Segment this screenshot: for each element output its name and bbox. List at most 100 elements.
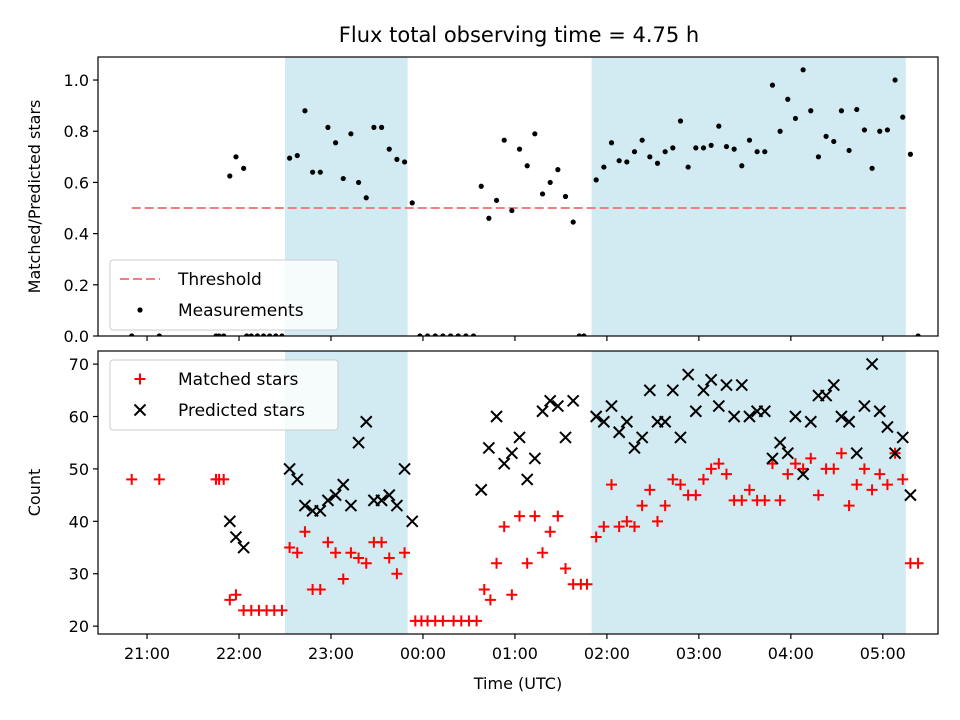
matched-star-point <box>391 568 403 580</box>
matched-star-point <box>314 583 326 595</box>
measurement-point <box>877 128 883 134</box>
measurement-point <box>363 195 369 201</box>
matched-star-point <box>521 557 533 569</box>
measurement-point <box>555 167 561 173</box>
predicted-star-point <box>543 394 557 407</box>
measurement-point <box>576 333 582 336</box>
measurement-point <box>129 333 135 336</box>
measurement-point <box>371 124 377 130</box>
matched-star-point <box>478 583 490 595</box>
predicted-star-point <box>505 446 519 460</box>
predicted-star-point <box>827 378 840 392</box>
matched-star-point <box>720 468 732 480</box>
measurement-point <box>516 146 523 152</box>
legend-label: Predicted stars <box>178 401 305 421</box>
measurement-point <box>608 140 615 146</box>
predicted-star-point <box>566 394 580 407</box>
predicted-star-point <box>789 410 802 423</box>
predicted-star-point <box>513 431 526 444</box>
legend-measurement-swatch <box>137 307 143 313</box>
measurement-point <box>156 333 162 336</box>
measurement-point <box>325 124 331 130</box>
measurement-point <box>424 333 431 336</box>
predicted-star-point <box>329 488 342 502</box>
measurement-point <box>340 175 346 182</box>
measurement-point <box>616 158 622 164</box>
predicted-star-point <box>589 410 603 423</box>
predicted-star-point <box>605 399 618 413</box>
measurement-point <box>401 159 408 165</box>
matched-star-point <box>345 547 357 559</box>
legend-label: Measurements <box>178 301 304 321</box>
measurement-point <box>302 108 308 114</box>
predicted-star-point <box>551 399 565 413</box>
measurement-point <box>227 173 233 179</box>
x-tick-label: 21:00 <box>124 644 170 663</box>
matched-star-point <box>514 510 526 522</box>
predicted-star-point <box>766 452 779 465</box>
predicted-star-point <box>850 446 863 460</box>
matched-star-point <box>866 484 878 496</box>
y-tick-label: 60 <box>69 408 89 427</box>
measurement-point <box>509 207 515 214</box>
matched-star-point <box>126 473 138 485</box>
measurement-point <box>654 160 661 166</box>
measurement-point <box>501 137 507 143</box>
measurement-point <box>524 163 530 169</box>
measurement-point <box>440 333 446 336</box>
measurement-point <box>907 151 914 157</box>
measurement-point <box>900 114 906 120</box>
predicted-star-point <box>643 384 657 397</box>
matched-star-point <box>843 500 855 512</box>
measurement-point <box>294 152 300 159</box>
matched-star-point <box>766 458 778 470</box>
measurement-point <box>248 333 254 336</box>
measurement-point <box>432 333 438 336</box>
predicted-star-point <box>337 478 350 491</box>
predicted-star-point <box>352 436 365 449</box>
measurement-point <box>409 200 415 206</box>
measurement-point <box>486 215 492 221</box>
matched-star-point <box>912 557 924 569</box>
measurement-point <box>762 149 768 155</box>
matched-star-point <box>789 458 801 470</box>
matched-star-point <box>628 521 640 533</box>
matched-star-point <box>812 489 824 501</box>
measurement-point <box>723 143 730 150</box>
predicted-star-point <box>835 410 848 423</box>
matched-star-point <box>330 547 342 559</box>
predicted-star-point <box>490 410 503 423</box>
predicted-star-point <box>858 399 871 413</box>
predicted-star-point <box>689 405 703 418</box>
matched-star-point <box>897 473 909 485</box>
measurement-point <box>216 333 222 336</box>
predicted-star-point <box>904 488 917 502</box>
predicted-star-point <box>773 436 787 449</box>
legend-predicted-swatch <box>133 403 147 417</box>
predicted-star-point <box>658 415 672 428</box>
count-panel: 20 30 40 50 60 70 21:00 22:00 23:00 00:00 01:00 02:… <box>25 350 939 693</box>
measurement-point <box>815 154 822 160</box>
matched-star-point <box>644 484 656 496</box>
matched-star-point <box>506 589 518 601</box>
measurement-point <box>221 333 227 336</box>
matched-star-point <box>743 484 755 496</box>
matched-star-point <box>284 542 296 554</box>
measurement-point <box>685 164 691 170</box>
matched-star-point <box>621 515 633 527</box>
matched-star-point <box>651 515 663 527</box>
measurement-point <box>624 159 630 165</box>
measurement-point <box>892 77 898 83</box>
measurement-point <box>355 179 362 186</box>
measurement-point <box>455 333 461 336</box>
measurement-point <box>823 133 829 139</box>
measurement-point <box>670 145 676 151</box>
predicted-star-point <box>743 410 756 423</box>
matched-star-point <box>383 552 395 564</box>
axes-frame <box>97 56 939 337</box>
predicted-star-point <box>283 462 296 476</box>
y-axis-label: Matched/Predicted stars <box>25 100 44 294</box>
predicted-star-point <box>612 426 626 439</box>
predicted-star-point <box>888 446 902 460</box>
y-tick-label: 0.4 <box>64 225 89 244</box>
